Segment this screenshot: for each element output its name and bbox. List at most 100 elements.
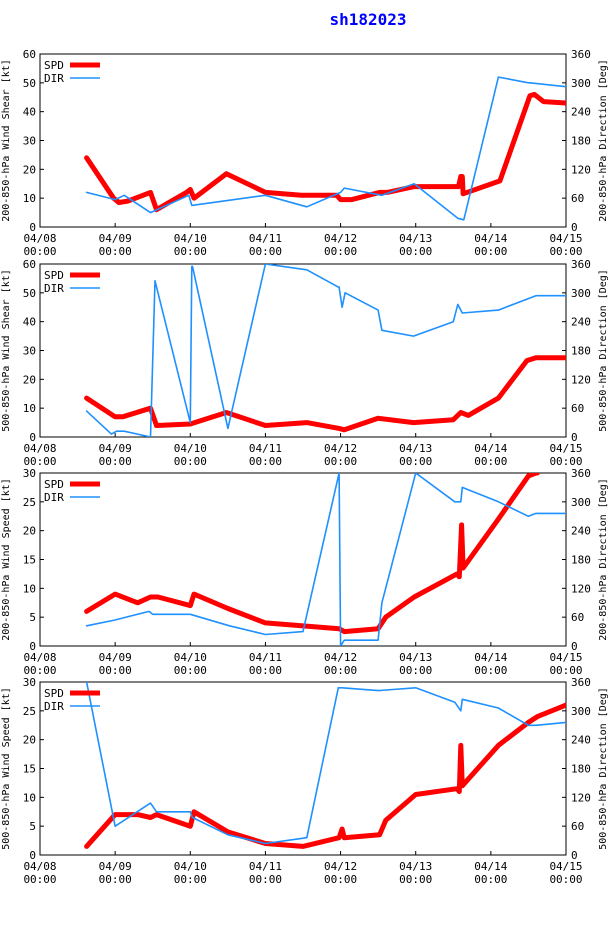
panel-4: 05101520253006012018024030036004/0800:00… (1, 676, 609, 886)
right-tick-label: 180 (571, 135, 591, 148)
right-tick-label: 120 (571, 791, 591, 804)
left-tick-label: 40 (23, 106, 36, 119)
x-tick-date: 04/09 (99, 860, 132, 873)
legend-label: SPD (44, 478, 64, 491)
left-tick-label: 10 (23, 791, 36, 804)
x-tick-time: 00:00 (249, 455, 282, 468)
right-axis-label: 500-850-hPa Direction [Deg] (598, 269, 609, 432)
x-tick-date: 04/14 (474, 860, 507, 873)
panel-1: 010203040506006012018024030036004/0800:0… (1, 48, 609, 258)
x-tick-time: 00:00 (324, 455, 357, 468)
x-tick-time: 00:00 (324, 245, 357, 258)
x-tick-time: 00:00 (249, 873, 282, 886)
x-tick-time: 00:00 (474, 664, 507, 677)
right-tick-label: 360 (571, 467, 591, 480)
right-tick-label: 180 (571, 345, 591, 358)
x-tick-date: 04/13 (399, 860, 432, 873)
x-tick-date: 04/15 (549, 860, 582, 873)
left-tick-label: 40 (23, 316, 36, 329)
x-tick-time: 00:00 (99, 245, 132, 258)
x-tick-date: 04/14 (474, 232, 507, 245)
x-tick-time: 00:00 (549, 873, 582, 886)
plot-frame (39, 263, 567, 438)
x-tick-time: 00:00 (23, 245, 56, 258)
x-tick-time: 00:00 (474, 245, 507, 258)
left-axis-label: 500-850-hPa Wind Speed [kt] (1, 687, 12, 850)
right-tick-label: 240 (571, 525, 591, 538)
panel-3: 05101520253006012018024030036004/0800:00… (1, 467, 609, 677)
right-tick-label: 60 (571, 192, 584, 205)
spd-series-line (84, 702, 566, 849)
left-tick-label: 15 (23, 554, 36, 567)
left-tick-label: 20 (23, 373, 36, 386)
legend-label: SPD (44, 269, 64, 282)
dir-series-line (85, 682, 566, 845)
x-tick-date: 04/12 (324, 442, 357, 455)
right-tick-label: 360 (571, 676, 591, 689)
x-tick-date: 04/14 (474, 442, 507, 455)
right-tick-label: 180 (571, 763, 591, 776)
x-tick-time: 00:00 (474, 873, 507, 886)
x-tick-time: 00:00 (324, 664, 357, 677)
right-tick-label: 120 (571, 163, 591, 176)
right-tick-label: 360 (571, 48, 591, 61)
right-axis-label: 500-850-hPa Direction [Deg] (598, 687, 609, 850)
left-tick-label: 60 (23, 258, 36, 271)
x-tick-date: 04/15 (549, 442, 582, 455)
x-tick-date: 04/08 (23, 860, 56, 873)
x-tick-time: 00:00 (99, 873, 132, 886)
left-tick-label: 0 (29, 640, 36, 653)
x-tick-date: 04/13 (399, 232, 432, 245)
legend-label: DIR (44, 700, 64, 713)
x-tick-time: 00:00 (174, 245, 207, 258)
dir-series-line (85, 76, 566, 221)
x-tick-date: 04/13 (399, 651, 432, 664)
spd-series-line (84, 355, 566, 433)
right-tick-label: 0 (571, 849, 578, 862)
left-axis-label: 200-850-hPa Wind Speed [kt] (1, 478, 12, 641)
left-axis-label: 200-850-hPa Wind Shear [kt] (1, 59, 12, 222)
right-tick-label: 300 (571, 496, 591, 509)
left-tick-label: 10 (23, 192, 36, 205)
right-tick-label: 0 (571, 640, 578, 653)
panel-2: 010203040506006012018024030036004/0800:0… (1, 258, 609, 468)
legend-label: DIR (44, 282, 64, 295)
left-axis-label: 500-850-hPa Wind Shear [kt] (1, 269, 12, 432)
plot-frame (39, 681, 567, 856)
dir-series-line (85, 473, 566, 646)
right-tick-label: 60 (571, 402, 584, 415)
x-tick-date: 04/08 (23, 651, 56, 664)
left-tick-label: 20 (23, 163, 36, 176)
left-tick-label: 15 (23, 763, 36, 776)
x-tick-date: 04/09 (99, 232, 132, 245)
left-tick-label: 5 (29, 611, 36, 624)
right-tick-label: 300 (571, 287, 591, 300)
x-tick-date: 04/10 (174, 651, 207, 664)
x-tick-time: 00:00 (174, 664, 207, 677)
x-tick-date: 04/11 (249, 232, 282, 245)
right-axis-label: 200-850-hPa Direction [Deg] (598, 59, 609, 222)
spd-series-line (84, 91, 566, 213)
legend-label: DIR (44, 491, 64, 504)
dir-series-line (85, 264, 566, 437)
chart-title: sh182023 (329, 10, 406, 29)
x-tick-date: 04/10 (174, 442, 207, 455)
right-tick-label: 60 (571, 820, 584, 833)
x-tick-time: 00:00 (23, 455, 56, 468)
right-tick-label: 60 (571, 611, 584, 624)
x-tick-time: 00:00 (474, 455, 507, 468)
left-tick-label: 10 (23, 402, 36, 415)
x-tick-date: 04/11 (249, 651, 282, 664)
left-tick-label: 25 (23, 496, 36, 509)
right-tick-label: 240 (571, 734, 591, 747)
x-tick-time: 00:00 (399, 873, 432, 886)
x-tick-time: 00:00 (399, 455, 432, 468)
spd-series-line (84, 473, 540, 635)
right-tick-label: 240 (571, 316, 591, 329)
x-tick-date: 04/10 (174, 232, 207, 245)
left-tick-label: 5 (29, 820, 36, 833)
x-tick-time: 00:00 (249, 664, 282, 677)
legend-label: SPD (44, 687, 64, 700)
legend-label: DIR (44, 72, 64, 85)
